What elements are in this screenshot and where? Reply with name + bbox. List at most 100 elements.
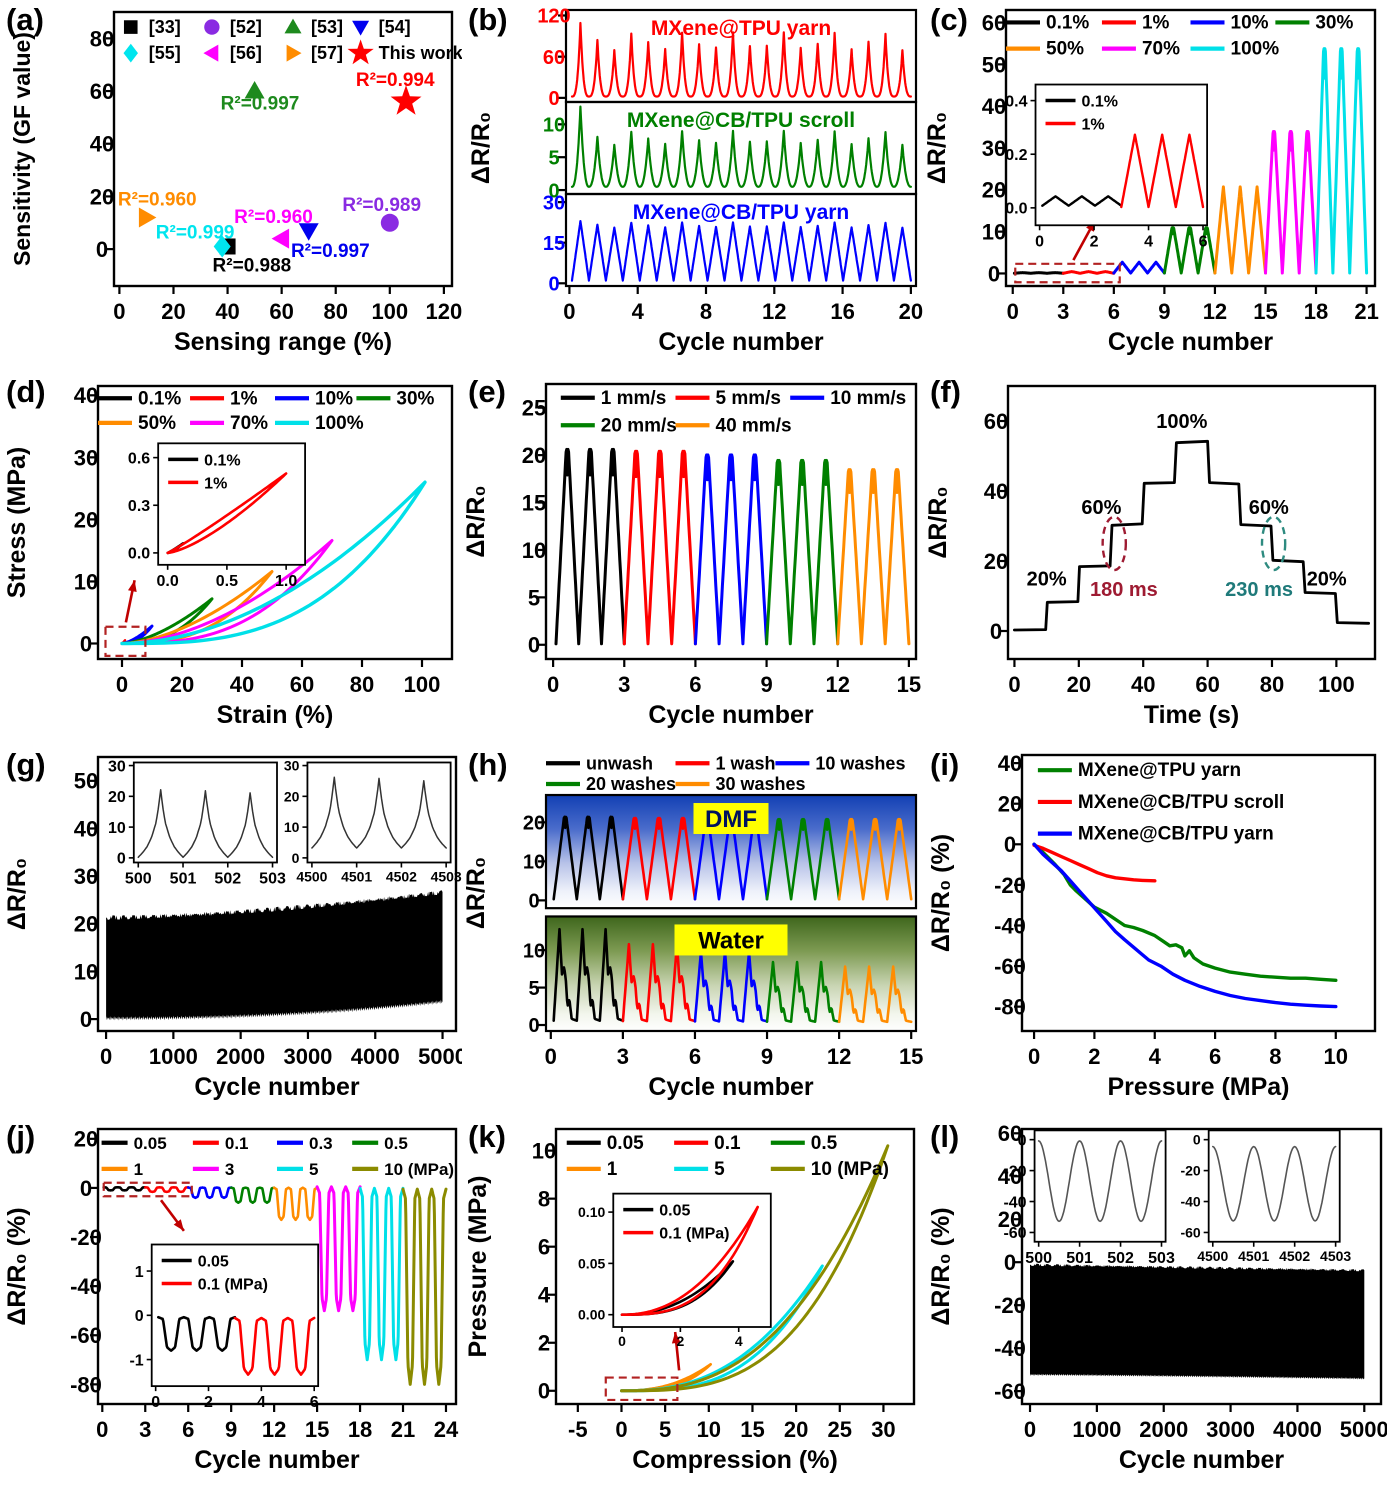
legend-label: MXene@CB/TPU yarn bbox=[1078, 824, 1274, 845]
dashed-highlight-ellipse bbox=[1101, 515, 1128, 572]
y-tick-label: 15 bbox=[543, 233, 565, 255]
y-tick-label: 2 bbox=[538, 1331, 550, 1356]
dashed-highlight-box bbox=[102, 1181, 193, 1198]
r2-annotation: R²=0.988 bbox=[213, 256, 292, 277]
inset-x-tick: 500 bbox=[125, 870, 152, 887]
x-tick-label: 15 bbox=[740, 1417, 764, 1442]
panel-h: (h) 0 10 20 DMF 0 5 10 Water 0 3 6 9 12 15 Cycle numbe… bbox=[462, 745, 924, 1117]
y-tick-label: 50 bbox=[982, 52, 1006, 77]
y-tick-label: 60 bbox=[543, 47, 565, 69]
x-tick-label: 10 bbox=[697, 1417, 721, 1442]
y-tick-label: 8 bbox=[538, 1187, 550, 1212]
inset-x-tick: 502 bbox=[214, 870, 241, 887]
legend: 1 mm/s 5 mm/s 10 mm/s 20 mm/s 40 mm/s bbox=[560, 388, 906, 436]
inset-x-tick: 2 bbox=[1090, 233, 1099, 250]
y-axis-label: ΔR/R₀ bbox=[924, 486, 952, 558]
sub-title: MXene@CB/TPU yarn bbox=[633, 201, 850, 224]
y-tick-label: 0 bbox=[80, 1176, 92, 1201]
x-tick-label: 3 bbox=[618, 672, 630, 697]
x-tick-label: 5000 bbox=[1340, 1417, 1387, 1442]
y-axis-label: Stress (MPa) bbox=[3, 447, 31, 598]
dashed-highlight-ellipse bbox=[1260, 515, 1287, 572]
inset-x-tick: 4501 bbox=[341, 868, 372, 884]
y-axis-label: ΔR/R₀ (%) bbox=[927, 834, 955, 952]
y-tick-label: -20 bbox=[994, 1293, 1026, 1318]
legend-label: 20 washes bbox=[586, 774, 676, 794]
x-tick-label: 0 bbox=[1028, 1044, 1040, 1069]
panel-a: (a) 0 20 40 60 80 100 120 0 20 40 60 80 Sensing rang… bbox=[0, 0, 462, 372]
x-tick-label: 80 bbox=[1260, 672, 1284, 697]
inset-x-tick: 503 bbox=[1148, 1250, 1175, 1267]
x-axis-label: Cycle number bbox=[1108, 328, 1274, 356]
panel-d-plot: 0 20 40 60 80 100 0 10 20 30 40 Strain (%) Stress (M… bbox=[3, 383, 454, 729]
y-axis-label: ΔR/R₀ bbox=[3, 858, 31, 930]
annotation: 230 ms bbox=[1225, 579, 1293, 601]
panel-label-g: (g) bbox=[6, 747, 46, 782]
x-tick-label: 18 bbox=[348, 1417, 372, 1442]
y-tick-label: -60 bbox=[994, 954, 1026, 979]
legend-label: 0.1% bbox=[138, 388, 181, 409]
x-axis-label: Cycle number bbox=[1119, 1446, 1285, 1474]
y-tick-label: 10 bbox=[74, 959, 98, 984]
x-axis-label: Cycle number bbox=[648, 701, 814, 729]
y-tick-label: 0 bbox=[988, 261, 1000, 286]
r2-annotation: R²=0.997 bbox=[221, 93, 300, 114]
x-axis-label: Sensing range (%) bbox=[174, 328, 392, 356]
r2-annotation: R²=0.994 bbox=[356, 70, 435, 91]
panel-label-a: (a) bbox=[6, 2, 44, 37]
x-tick-label: 12 bbox=[1203, 299, 1227, 324]
panel-c: (c) 0 3 6 9 12 15 18 21 0 10 20 30 40 50 60 Cycle numbe… bbox=[924, 0, 1387, 372]
x-tick-label: 9 bbox=[760, 672, 772, 697]
x-tick-label: 0 bbox=[547, 672, 559, 697]
inset-x-tick: 6 bbox=[310, 1394, 319, 1411]
y-tick-label: 60 bbox=[982, 10, 1006, 35]
inset-y-tick: 20 bbox=[108, 789, 126, 806]
r2-annotation: R²=0.989 bbox=[342, 195, 421, 216]
x-tick-label: 3 bbox=[1057, 299, 1069, 324]
legend: MXene@TPU yarn MXene@CB/TPU scroll MXene@C… bbox=[1037, 760, 1284, 845]
inset-y-tick: 0.05 bbox=[578, 1255, 605, 1271]
inset-x-tick: 4502 bbox=[1279, 1248, 1310, 1264]
panel-l-plot: 0 1000 2000 3000 4000 50006040200-20-40-60Cyc… bbox=[927, 1121, 1387, 1474]
y-tick-label: -40 bbox=[994, 913, 1026, 938]
y-axis-label: Pressure (MPa) bbox=[464, 1175, 492, 1357]
legend-label: 70% bbox=[230, 413, 268, 434]
y-tick-label: -60 bbox=[994, 1379, 1026, 1404]
x-tick-label: 2 bbox=[1088, 1044, 1100, 1069]
inset-x-tick: 0.5 bbox=[216, 573, 238, 590]
annotation: 20% bbox=[1307, 569, 1347, 591]
legend-label: 1 mm/s bbox=[601, 388, 666, 409]
y-tick-label: 10 bbox=[522, 538, 546, 563]
y-tick-label: 40 bbox=[74, 816, 98, 841]
x-tick-label: 8 bbox=[1269, 1044, 1281, 1069]
legend-label: unwash bbox=[586, 753, 653, 773]
inset-x-tick: 4 bbox=[257, 1394, 266, 1411]
x-tick-label: 0 bbox=[113, 299, 125, 324]
x-tick-label: 12 bbox=[827, 1044, 851, 1069]
panel-label-i: (i) bbox=[930, 747, 960, 782]
y-tick-label: 0 bbox=[538, 1379, 550, 1404]
inset-legend-label: 0.1% bbox=[1082, 94, 1118, 111]
inset-chart: 0.0 0.5 1.0 0.0 0.3 0.6 0.1% 1% bbox=[128, 442, 306, 590]
x-tick-label: 4000 bbox=[351, 1044, 400, 1069]
x-tick-label: 9 bbox=[225, 1417, 237, 1442]
legend: [33] [52] [53] [54] [55] [56] [57] This work bbox=[123, 17, 462, 65]
x-tick-label: 60 bbox=[1195, 672, 1219, 697]
panel-f: (f) 0 20 40 60 80 100 0 20 40 60 Time (s) ΔR/R₀ 20% 6… bbox=[924, 372, 1387, 745]
legend-label: 0.05 bbox=[607, 1133, 644, 1154]
y-tick-label: 10 bbox=[532, 1139, 556, 1164]
legend-label: 10% bbox=[1231, 12, 1269, 33]
legend-label: 0.1% bbox=[1046, 12, 1089, 33]
inset-x-tick: 4 bbox=[1144, 233, 1153, 250]
r2-annotation: R²=0.960 bbox=[118, 190, 197, 211]
inset-x-tick: 2 bbox=[676, 1333, 684, 1349]
y-tick-label: 20 bbox=[982, 178, 1006, 203]
inset-y-tick: 0.3 bbox=[128, 498, 150, 515]
inset-legend-label: 0.1 (MPa) bbox=[659, 1226, 729, 1243]
annotation: 180 ms bbox=[1090, 579, 1158, 601]
y-tick-label: 5 bbox=[528, 978, 539, 1000]
legend-label: [55] bbox=[149, 43, 181, 63]
